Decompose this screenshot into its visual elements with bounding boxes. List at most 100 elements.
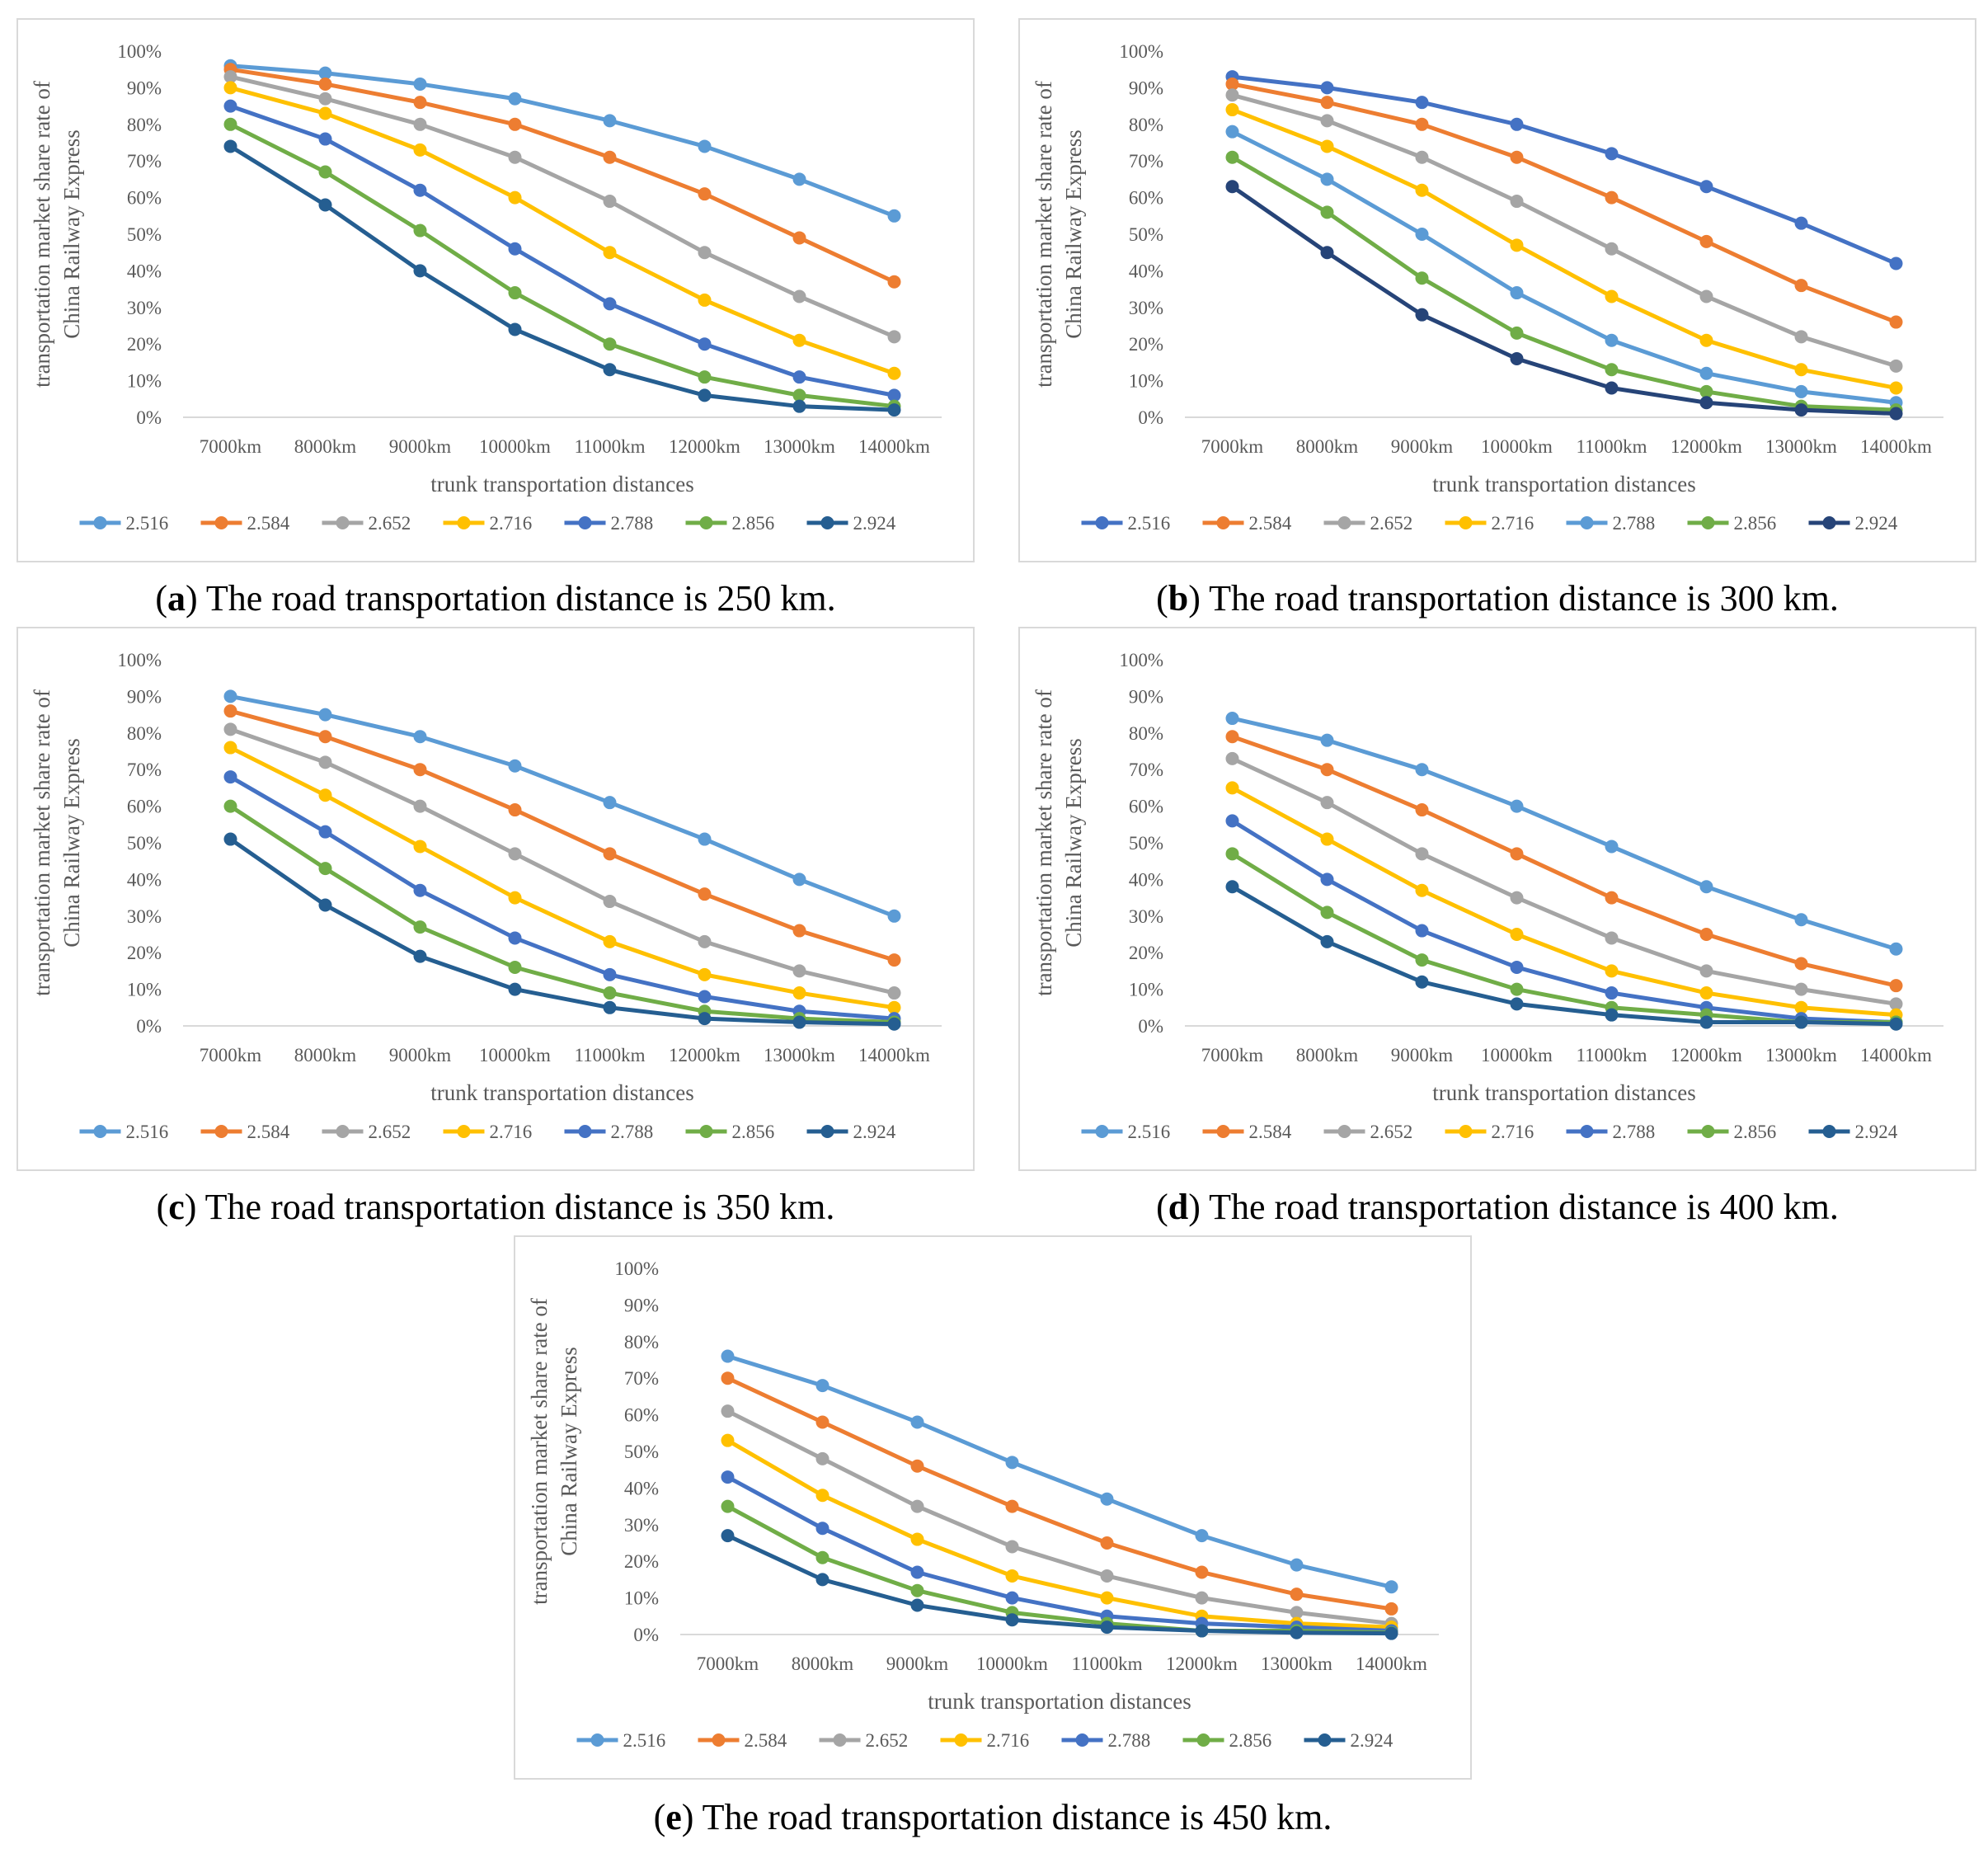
data-point-2-652-c (223, 722, 237, 736)
series-line-2-788-a (228, 104, 896, 397)
legend-marker-2-652-b (1337, 516, 1351, 529)
y-tick-label-e: 50% (624, 1442, 659, 1462)
data-point-2-584-d (1510, 847, 1524, 861)
data-point-2-924-c (792, 1015, 806, 1029)
line-chart-d: 0% 10% 20% 30% 40% 50% 60% 70% 80% 90% 100% 7000km 8… (1032, 650, 1943, 1142)
y-axis-title-line2-a: China Railway Express (59, 129, 84, 338)
data-point-2-856-a (792, 388, 806, 402)
data-point-2-924-e (1100, 1620, 1114, 1635)
caption-text-b: The road transportation distance is 300 … (1200, 578, 1839, 619)
data-point-2-652-e (910, 1499, 924, 1513)
data-point-2-924-d (1699, 1015, 1713, 1029)
x-tick-label-d: 7000km (1201, 1045, 1264, 1065)
y-axis-title-line1-b: transportation market share rate of (1032, 81, 1056, 388)
data-point-2-516-e (1290, 1558, 1304, 1572)
x-tick-label-d: 8000km (1296, 1045, 1359, 1065)
data-point-2-788-d (1510, 960, 1524, 974)
chart-panel-c: 0% 10% 20% 30% 40% 50% 60% 70% 80% 90% 100% 7000km 8… (16, 627, 975, 1171)
legend-label-2-652-e: 2.652 (866, 1730, 909, 1751)
data-point-2-584-a (413, 96, 427, 110)
data-point-2-856-a (603, 337, 617, 351)
data-point-2-584-e (1005, 1499, 1019, 1513)
y-tick-label-d: 50% (1129, 833, 1163, 854)
data-point-2-652-d (1699, 964, 1713, 978)
legend-marker-2-856-b (1701, 516, 1715, 529)
y-tick-label-e: 20% (624, 1551, 659, 1572)
y-tick-label-a: 20% (127, 334, 162, 355)
data-point-2-716-a (318, 106, 332, 120)
data-point-2-584-e (1100, 1536, 1114, 1550)
legend-marker-2-856-c (699, 1125, 713, 1138)
data-point-2-652-d (1415, 847, 1429, 861)
series-line-2-788-c (228, 774, 896, 1021)
legend-marker-2-516-d (1095, 1125, 1109, 1138)
data-point-2-584-a (698, 187, 712, 201)
data-point-2-584-d (1794, 957, 1808, 971)
data-point-2-584-a (508, 117, 522, 131)
legend-marker-2-716-b (1459, 516, 1473, 529)
legend-label-2-924-d: 2.924 (1855, 1122, 1898, 1142)
data-point-2-716-c (698, 967, 712, 981)
data-point-2-652-c (318, 755, 332, 769)
data-point-2-716-a (413, 143, 427, 157)
data-point-2-516-b (1510, 117, 1524, 131)
data-point-2-516-d (1605, 840, 1619, 854)
y-axis-title-line2-b: China Railway Express (1061, 129, 1086, 338)
y-tick-label-b: 10% (1129, 371, 1163, 392)
legend-label-2-652-a: 2.652 (369, 513, 411, 534)
data-point-2-924-b (1320, 246, 1334, 260)
data-point-2-788-d (1320, 873, 1334, 887)
caption-text-d: The road transportation distance is 400 … (1200, 1187, 1839, 1227)
series-line-2-584-c (228, 708, 896, 962)
data-point-2-716-e (815, 1489, 830, 1503)
x-tick-label-b: 12000km (1671, 436, 1742, 457)
data-point-2-584-c (223, 704, 237, 718)
data-point-2-584-b (1320, 96, 1334, 110)
data-point-2-716-a (698, 293, 712, 307)
data-point-2-652-b (1889, 359, 1903, 373)
data-point-2-788-a (603, 297, 617, 311)
data-point-2-584-e (1384, 1602, 1398, 1616)
data-point-2-652-c (698, 934, 712, 948)
data-point-2-856-a (318, 165, 332, 179)
legend-marker-2-652-d (1337, 1125, 1351, 1138)
caption-open-c: ( (156, 1187, 169, 1227)
data-point-2-652-d (1605, 931, 1619, 945)
data-point-2-788-b (1605, 333, 1619, 347)
x-tick-label-e: 7000km (697, 1653, 759, 1674)
data-point-2-584-d (1320, 763, 1334, 777)
data-point-2-924-c (698, 1012, 712, 1026)
legend-marker-2-856-a (699, 516, 713, 529)
legend-marker-2-856-d (1701, 1125, 1715, 1138)
data-point-2-652-a (698, 246, 712, 260)
data-point-2-584-a (318, 77, 332, 91)
y-tick-label-e: 80% (624, 1332, 659, 1352)
data-point-2-788-e (1005, 1591, 1019, 1605)
data-point-2-716-c (413, 840, 427, 854)
legend-label-2-652-c: 2.652 (369, 1122, 411, 1142)
data-point-2-516-d (1889, 942, 1903, 956)
y-tick-label-e: 60% (624, 1405, 659, 1426)
y-tick-label-b: 80% (1129, 115, 1163, 135)
y-axis-title-line2-d: China Railway Express (1061, 738, 1086, 947)
data-point-2-584-d (1605, 891, 1619, 905)
data-point-2-652-b (1415, 150, 1429, 164)
data-point-2-924-b (1415, 308, 1429, 322)
caption-text-c: The road transportation distance is 350 … (196, 1187, 835, 1227)
legend-marker-2-924-a (820, 516, 834, 529)
caption-text-e: The road transportation distance is 450 … (693, 1797, 1332, 1837)
x-tick-label-c: 13000km (764, 1045, 835, 1065)
data-point-2-924-e (721, 1529, 735, 1543)
x-tick-label-d: 12000km (1671, 1045, 1742, 1065)
caption-c: (c) The road transportation distance is … (16, 1186, 975, 1228)
data-point-2-788-b (1225, 125, 1239, 139)
x-tick-label-a: 14000km (858, 436, 930, 457)
legend-label-2-716-a: 2.716 (490, 513, 533, 534)
y-tick-label-b: 30% (1129, 298, 1163, 318)
series-line-2-652-b (1230, 92, 1898, 369)
data-point-2-584-e (910, 1459, 924, 1473)
legend-marker-2-652-c (336, 1125, 350, 1138)
legend-label-2-716-e: 2.716 (987, 1730, 1030, 1751)
data-point-2-584-c (603, 847, 617, 861)
data-point-2-516-b (1699, 180, 1713, 194)
